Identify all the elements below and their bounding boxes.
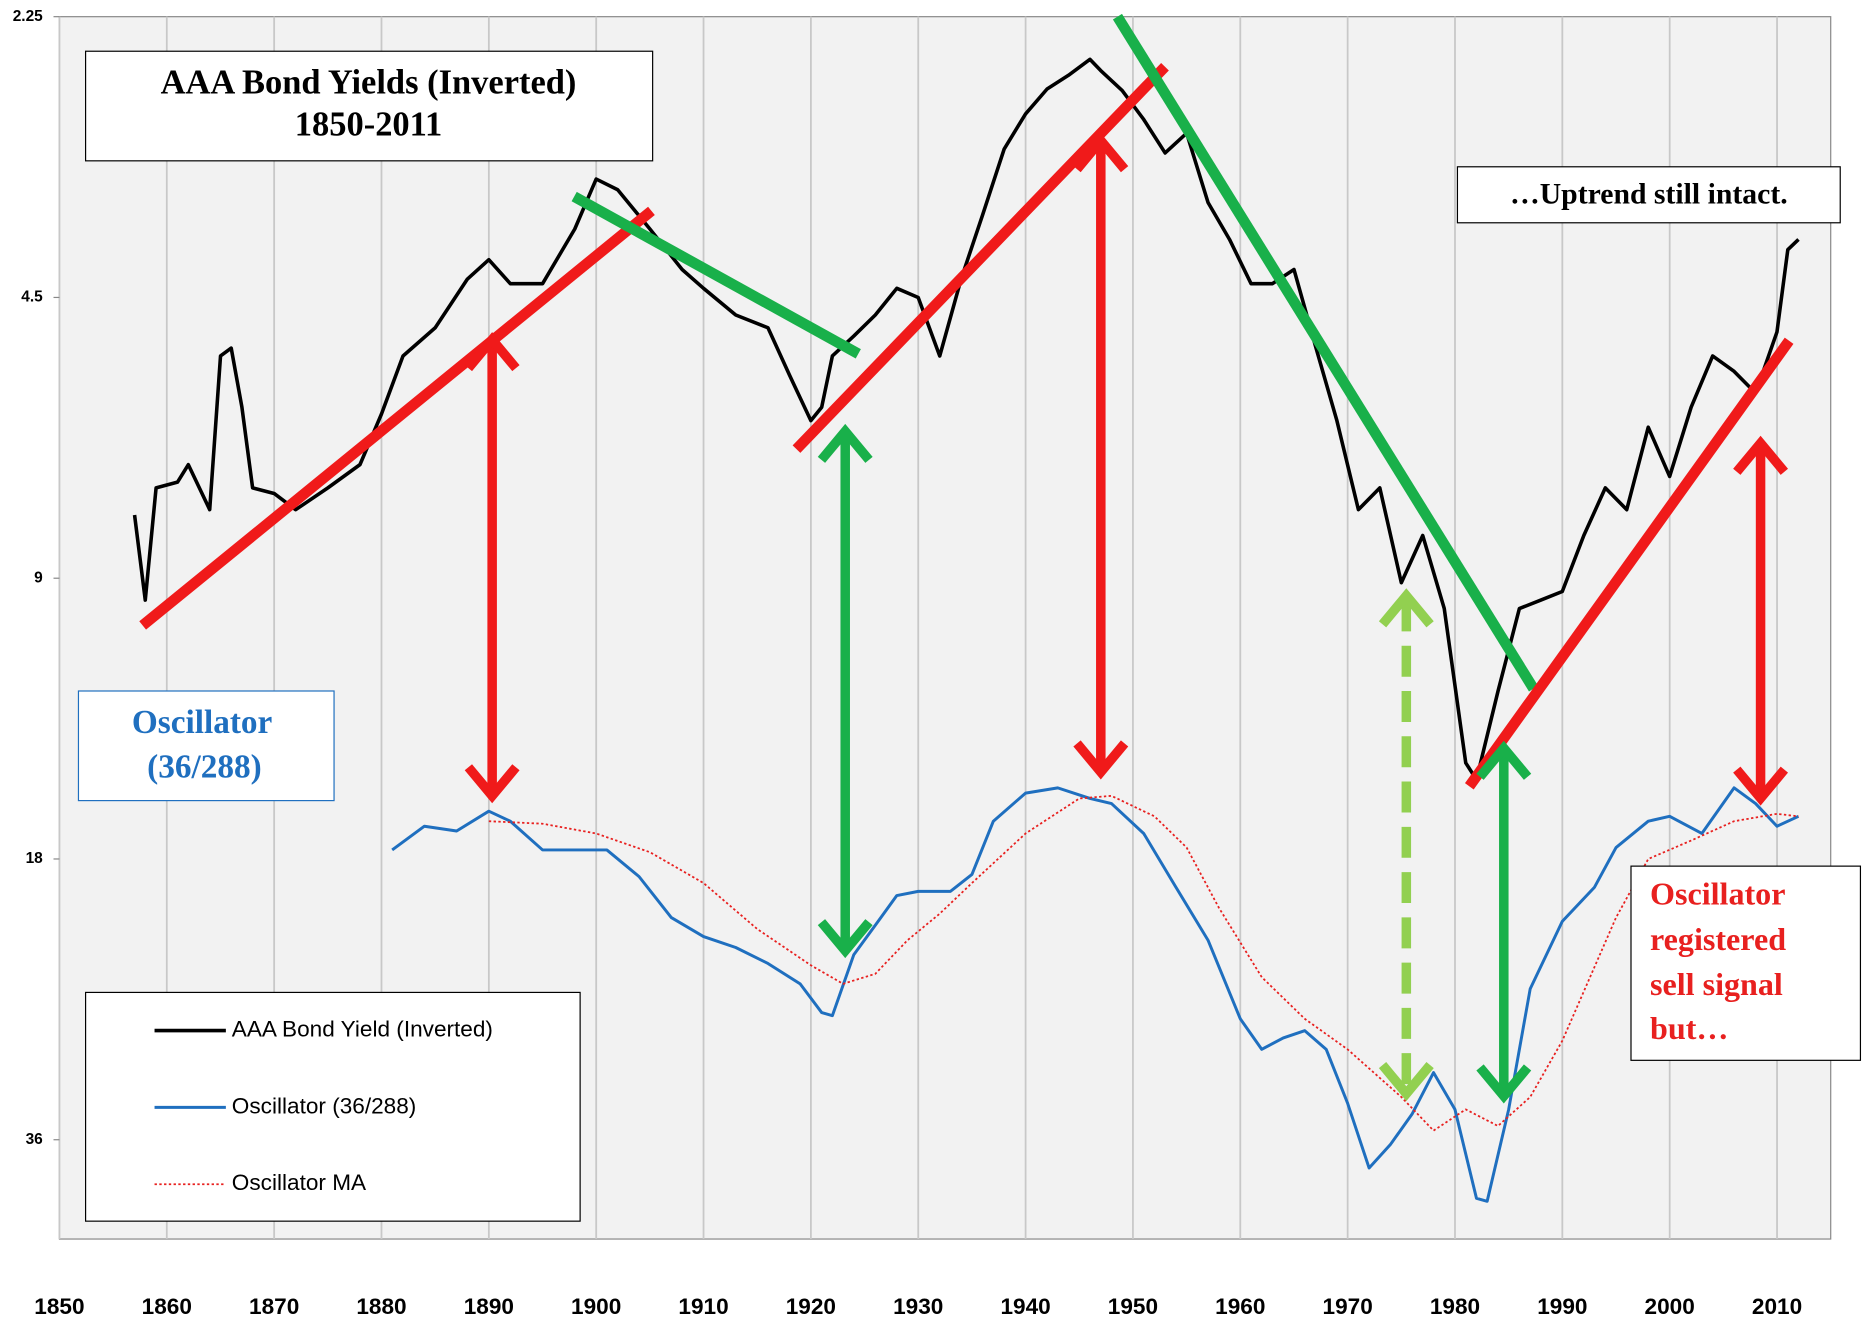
y-tick-label: 9 — [34, 569, 43, 586]
arrow-head — [817, 423, 873, 463]
x-tick-label: 1930 — [893, 1294, 943, 1319]
annotation-box — [1630, 865, 1862, 1061]
trend-line — [792, 62, 1169, 453]
legend-label: AAA Bond Yield (Inverted) — [232, 1016, 493, 1041]
x-tick-label: 1880 — [356, 1294, 406, 1319]
annotation: (36/288) — [147, 748, 262, 785]
x-tick-label: 1960 — [1215, 1294, 1265, 1319]
annotation: sell signal — [1650, 966, 1783, 1002]
legend-label: Oscillator MA — [232, 1170, 367, 1195]
x-tick-label: 1870 — [249, 1294, 299, 1319]
arrow-head — [1476, 1064, 1532, 1104]
x-tick-label: 1920 — [786, 1294, 836, 1319]
annotation: Oscillator — [132, 704, 273, 741]
y-tick-label: 18 — [26, 850, 44, 867]
y-tick-label: 4.5 — [21, 289, 43, 306]
x-tick-label: 1970 — [1323, 1294, 1373, 1319]
x-tick-label: 1950 — [1108, 1294, 1158, 1319]
arrow-head — [464, 332, 520, 372]
arrow-head — [1378, 1062, 1434, 1102]
trend-line — [139, 206, 655, 630]
annotation: registered — [1650, 921, 1786, 957]
series-line — [391, 786, 1800, 1203]
arrow-head — [1476, 740, 1532, 780]
arrow-head — [1733, 435, 1789, 475]
title-box — [84, 50, 654, 162]
trend-line — [1112, 13, 1539, 692]
arrow-head — [1073, 133, 1129, 173]
x-tick-label: 1910 — [678, 1294, 728, 1319]
y-tick-label: 2.25 — [13, 8, 43, 25]
x-tick-label: 1860 — [142, 1294, 192, 1319]
x-tick-label: 2010 — [1752, 1294, 1802, 1319]
annotation: but… — [1650, 1010, 1728, 1046]
arrow-head — [1733, 766, 1789, 806]
x-tick-label: 1900 — [571, 1294, 621, 1319]
legend-label: Oscillator (36/288) — [232, 1093, 417, 1118]
arrow-head — [464, 764, 520, 804]
legend-items: AAA Bond Yield (Inverted) Oscillator (36/… — [154, 1016, 493, 1195]
x-tick-label: 1980 — [1430, 1294, 1480, 1319]
chart-subtitle: 1850-2011 — [295, 105, 442, 143]
x-tick-label: 2000 — [1645, 1294, 1695, 1319]
arrow-head — [1073, 740, 1129, 780]
trend-line — [571, 191, 861, 359]
trend-line — [1464, 337, 1794, 790]
arrow-head — [1378, 588, 1434, 628]
annotation-box — [1456, 166, 1841, 224]
arrow-head — [817, 919, 873, 959]
annotation-box — [77, 690, 335, 802]
x-tick-label: 1890 — [464, 1294, 514, 1319]
grid: 1850 1860 1870 1880 1890 1900 1910 1920 1930 1940… — [13, 8, 1802, 1319]
x-tick-label: 1990 — [1537, 1294, 1587, 1319]
annotation: Oscillator — [1650, 875, 1785, 911]
series-line — [132, 57, 1800, 782]
chart-title: AAA Bond Yields (Inverted) — [161, 64, 577, 102]
x-tick-label: 1850 — [34, 1294, 84, 1319]
annotations-overlay — [139, 13, 1794, 1104]
lines — [132, 57, 1800, 1203]
y-tick-label: 36 — [26, 1131, 44, 1148]
series-line — [488, 794, 1799, 1132]
x-tick-label: 1940 — [1000, 1294, 1050, 1319]
annotation: …Uptrend still intact. — [1510, 177, 1788, 210]
